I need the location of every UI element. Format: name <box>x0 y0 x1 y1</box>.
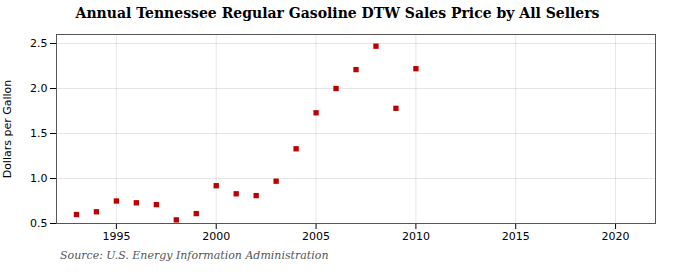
svg-text:2.0: 2.0 <box>30 82 48 95</box>
html-text:Source: U.S. Energy Informatio: Source: U.S. Energy Information Administ… <box>60 249 329 262</box>
svg-text:Dollars per Gallon: Dollars per Gallon <box>1 80 14 179</box>
svg-text:1995: 1995 <box>102 230 130 243</box>
svg-text:1.5: 1.5 <box>30 127 48 140</box>
svg-text:0.5: 0.5 <box>30 217 48 230</box>
svg-text:2015: 2015 <box>502 230 530 243</box>
html-text:Annual Tennessee Regular Gasol: Annual Tennessee Regular Gasoline DTW Sa… <box>75 5 600 21</box>
svg-text:2.5: 2.5 <box>30 37 48 50</box>
svg-text:2005: 2005 <box>302 230 330 243</box>
svg-text:2010: 2010 <box>402 230 430 243</box>
svg-text:2020: 2020 <box>602 230 630 243</box>
svg-text:2000: 2000 <box>202 230 230 243</box>
svg-text:1.0: 1.0 <box>30 172 48 185</box>
